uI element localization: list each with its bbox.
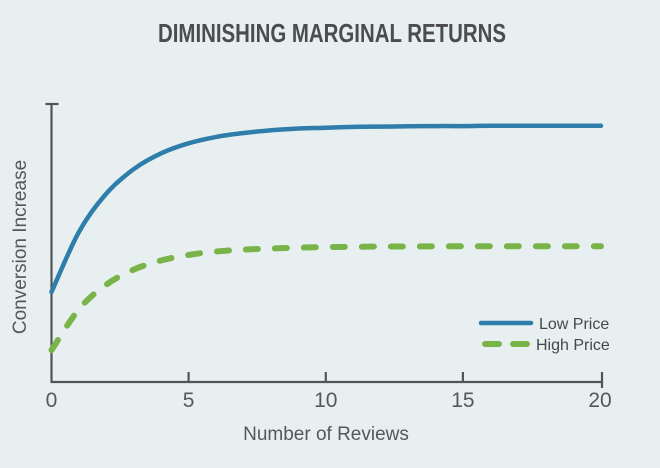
legend-label-low-price: Low Price [539,316,609,333]
x-tick-label-0: 0 [46,389,58,412]
legend-label-high-price: High Price [536,337,610,354]
x-tick-label-15: 15 [451,389,474,412]
x-tick-label-5: 5 [183,389,195,412]
legend: Low Price High Price [478,316,610,354]
x-tick-label-20: 20 [588,389,611,412]
legend-item-high-price: High Price [482,337,610,354]
legend-item-low-price: Low Price [478,316,609,333]
x-tick-label-10: 10 [314,389,337,412]
high-price-curve [48,243,604,354]
y-axis-label: Conversion Increase [10,160,31,334]
x-axis: 0 5 10 15 20 Number of Reviews [46,372,612,445]
y-axis: Conversion Increase [10,102,59,383]
low-price-curve [49,123,604,295]
chart-title: DIMINISHING MARGINAL RETURNS [158,18,506,48]
x-axis-label: Number of Reviews [243,424,409,445]
